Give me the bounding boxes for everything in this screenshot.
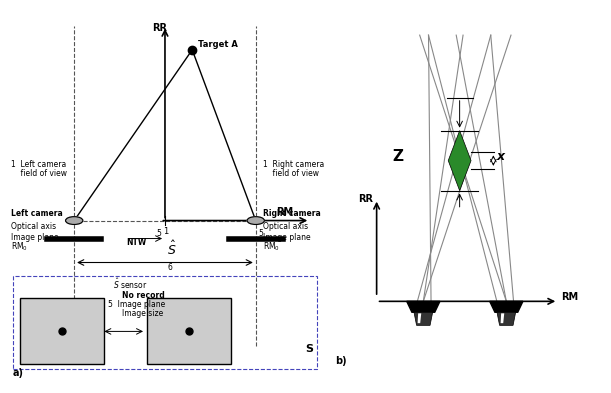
Text: field of view: field of view: [10, 169, 67, 178]
Text: Optical axis: Optical axis: [263, 222, 308, 231]
Polygon shape: [448, 130, 471, 191]
Text: Left camera: Left camera: [10, 209, 62, 218]
Polygon shape: [490, 301, 523, 312]
Text: 5: 5: [157, 229, 162, 237]
Text: Right camera: Right camera: [263, 209, 320, 218]
Text: Image plane: Image plane: [263, 233, 310, 242]
Text: Z: Z: [392, 149, 403, 163]
Text: RM$_0$: RM$_0$: [263, 241, 280, 253]
Polygon shape: [417, 313, 421, 323]
Text: NTW: NTW: [126, 237, 147, 246]
Text: RR: RR: [359, 193, 373, 204]
Text: RM: RM: [276, 207, 293, 217]
Bar: [13, 275, 317, 369]
Text: 1: 1: [163, 227, 168, 236]
Text: RR: RR: [152, 23, 167, 33]
Polygon shape: [407, 301, 440, 312]
Text: $\hat{S}$: $\hat{S}$: [167, 240, 177, 258]
Text: 5  Image plane: 5 Image plane: [108, 300, 166, 309]
Text: S: S: [306, 344, 313, 354]
Text: b): b): [335, 356, 347, 365]
Text: Target A: Target A: [197, 40, 238, 49]
Text: 5: 5: [258, 229, 263, 237]
Text: Image size: Image size: [122, 309, 163, 318]
Polygon shape: [414, 312, 433, 325]
Text: field of view: field of view: [263, 169, 318, 178]
Text: Image plane: Image plane: [10, 233, 58, 242]
Text: a): a): [13, 368, 24, 378]
Text: RM$_0$: RM$_0$: [10, 241, 27, 253]
Text: x: x: [497, 149, 505, 163]
Ellipse shape: [65, 217, 83, 224]
Text: No record: No record: [122, 292, 164, 301]
Text: 1  Right camera: 1 Right camera: [263, 160, 324, 169]
Polygon shape: [497, 312, 516, 325]
Text: RM: RM: [561, 292, 578, 302]
Ellipse shape: [247, 217, 265, 224]
Text: Optical axis: Optical axis: [10, 222, 56, 231]
Text: 6: 6: [167, 263, 172, 272]
Polygon shape: [500, 313, 504, 323]
Text: 1  Left camera: 1 Left camera: [10, 160, 66, 169]
Bar: [20, 298, 104, 364]
Bar: [147, 298, 231, 364]
Text: $\hat{S}$ sensor: $\hat{S}$ sensor: [113, 277, 147, 292]
